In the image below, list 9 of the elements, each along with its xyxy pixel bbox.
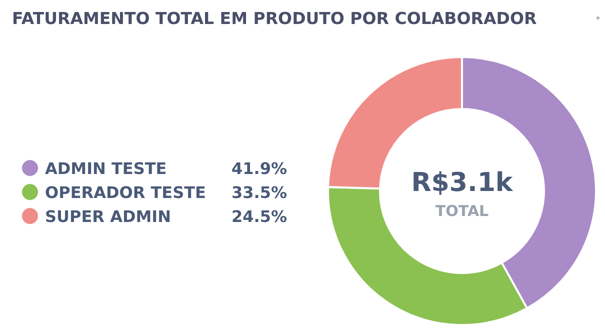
text: R$3.1k bbox=[411, 168, 514, 198]
chart-title: FATURAMENTO TOTAL EM PRODUTO POR COLABORADOR bbox=[12, 9, 537, 28]
data-label: 24.5% bbox=[231, 207, 287, 226]
legend-label: SUPER ADMIN bbox=[45, 207, 171, 226]
legend-label: ADMIN TESTE bbox=[45, 159, 167, 178]
legend-label: OPERADOR TESTE bbox=[45, 183, 206, 202]
data-label: 41.9% bbox=[231, 159, 287, 178]
text: TOTAL bbox=[435, 202, 490, 220]
data-label: 33.5% bbox=[231, 183, 287, 202]
